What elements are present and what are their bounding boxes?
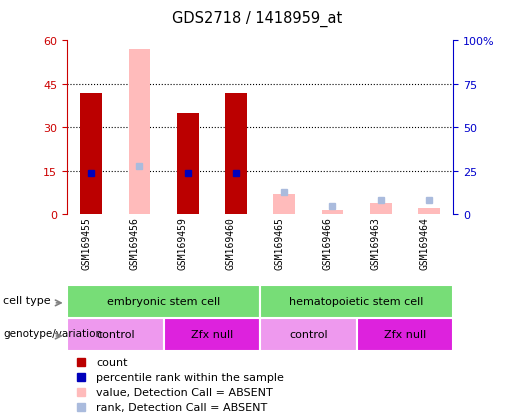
Bar xyxy=(177,114,198,215)
Text: Zfx null: Zfx null xyxy=(191,330,233,339)
Bar xyxy=(129,50,150,215)
Text: rank, Detection Call = ABSENT: rank, Detection Call = ABSENT xyxy=(96,402,267,412)
Text: GSM169463: GSM169463 xyxy=(371,217,381,270)
Bar xyxy=(370,203,391,215)
Text: count: count xyxy=(96,357,128,367)
Text: genotype/variation: genotype/variation xyxy=(3,328,102,338)
Text: GSM169455: GSM169455 xyxy=(81,217,91,270)
Text: percentile rank within the sample: percentile rank within the sample xyxy=(96,372,284,382)
Text: cell type: cell type xyxy=(3,295,51,305)
Bar xyxy=(67,318,163,351)
Text: value, Detection Call = ABSENT: value, Detection Call = ABSENT xyxy=(96,387,273,397)
Text: GSM169464: GSM169464 xyxy=(419,217,429,270)
Bar xyxy=(273,195,295,215)
Text: control: control xyxy=(96,330,134,339)
Text: GDS2718 / 1418959_at: GDS2718 / 1418959_at xyxy=(173,11,342,27)
Text: GSM169460: GSM169460 xyxy=(226,217,236,270)
Bar xyxy=(163,318,260,351)
Bar xyxy=(418,209,440,215)
Bar xyxy=(80,93,102,215)
Text: embryonic stem cell: embryonic stem cell xyxy=(107,297,220,306)
Text: control: control xyxy=(289,330,328,339)
Text: hematopoietic stem cell: hematopoietic stem cell xyxy=(289,297,424,306)
Bar xyxy=(322,211,344,215)
Bar xyxy=(67,285,260,318)
Text: GSM169466: GSM169466 xyxy=(322,217,333,270)
Bar xyxy=(356,318,453,351)
Bar xyxy=(260,285,453,318)
Text: GSM169459: GSM169459 xyxy=(178,217,187,270)
Text: GSM169456: GSM169456 xyxy=(129,217,140,270)
Text: Zfx null: Zfx null xyxy=(384,330,426,339)
Text: GSM169465: GSM169465 xyxy=(274,217,284,270)
Bar xyxy=(260,318,356,351)
Bar xyxy=(225,93,247,215)
